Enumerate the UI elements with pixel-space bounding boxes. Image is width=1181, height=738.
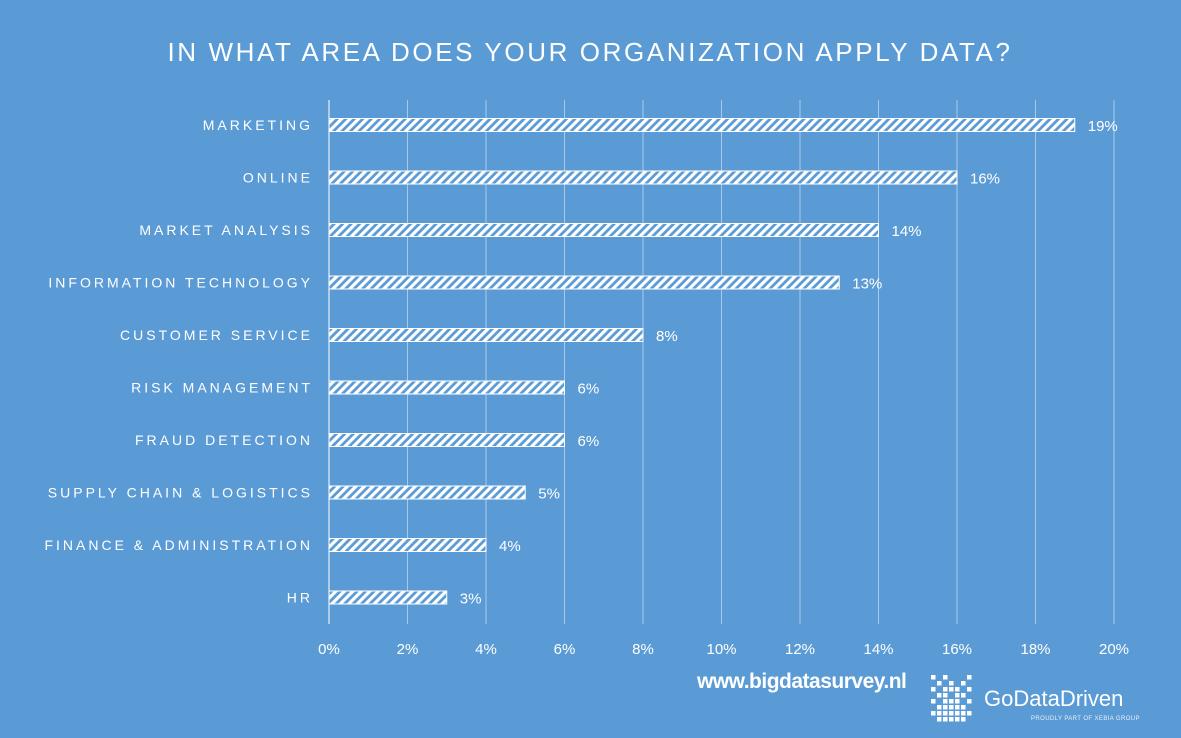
data-label: 14% [892, 223, 922, 240]
pixel-grid-logo-icon [931, 675, 972, 722]
data-label: 6% [578, 433, 600, 450]
category-label: INFORMATION TECHNOLOGY [48, 275, 313, 291]
brand-tagline: PROUDLY PART OF XEBIA GROUP [1031, 716, 1140, 722]
gridlines [407, 100, 1115, 624]
bar [328, 223, 879, 237]
x-tick-label: 20% [1099, 641, 1129, 658]
category-label: RISK MANAGEMENT [131, 380, 313, 396]
x-tick-label: 2% [397, 641, 419, 658]
value-labels: 19% 16% 14% 13% 8% 6% 6% 5% 4% 3% [460, 118, 1118, 608]
survey-url: www.bigdatasurvey.nl [697, 670, 907, 693]
bar [328, 380, 565, 395]
x-tick-label: 14% [863, 641, 893, 658]
x-tick-label: 0% [318, 641, 340, 658]
bar [328, 275, 840, 290]
data-label: 8% [656, 328, 678, 345]
x-tick-label: 16% [942, 641, 972, 658]
brand-name: GoDataDriven [984, 686, 1124, 711]
data-label: 16% [970, 171, 1000, 188]
data-label: 6% [578, 381, 600, 398]
x-tick-label: 4% [475, 641, 497, 658]
category-label: CUSTOMER SERVICE [120, 327, 313, 343]
bar [328, 590, 448, 605]
bar [328, 118, 1076, 132]
category-label: ONLINE [243, 170, 313, 186]
data-label: 3% [460, 591, 482, 608]
category-label: MARKET ANALYSIS [139, 222, 313, 238]
bar [328, 170, 958, 185]
bars [328, 118, 1076, 605]
data-label: 19% [1088, 118, 1118, 135]
x-tick-label: 12% [785, 641, 815, 658]
bar [328, 328, 644, 342]
category-label: SUPPLY CHAIN & LOGISTICS [48, 485, 313, 501]
category-label: FINANCE & ADMINISTRATION [44, 537, 313, 553]
category-labels: MARKETING ONLINE MARKET ANALYSIS INFORMATIO… [44, 117, 313, 606]
chart-title: IN WHAT AREA DOES YOUR ORGANIZATION APPL… [167, 37, 1012, 67]
bar [328, 433, 565, 447]
category-label: MARKETING [203, 117, 313, 133]
data-label: 4% [499, 538, 521, 555]
x-axis-tick-labels: 0% 2% 4% 6% 8% 10% 12% 14% 16% 18% 20% [318, 641, 1129, 658]
category-label: HR [287, 590, 313, 606]
x-tick-label: 10% [706, 641, 736, 658]
data-label: 13% [852, 276, 882, 293]
bar [328, 538, 487, 552]
x-tick-label: 8% [632, 641, 654, 658]
x-tick-label: 6% [554, 641, 576, 658]
x-tick-label: 18% [1020, 641, 1050, 658]
bar [328, 485, 526, 500]
category-label: FRAUD DETECTION [135, 432, 313, 448]
data-label: 5% [538, 486, 560, 503]
